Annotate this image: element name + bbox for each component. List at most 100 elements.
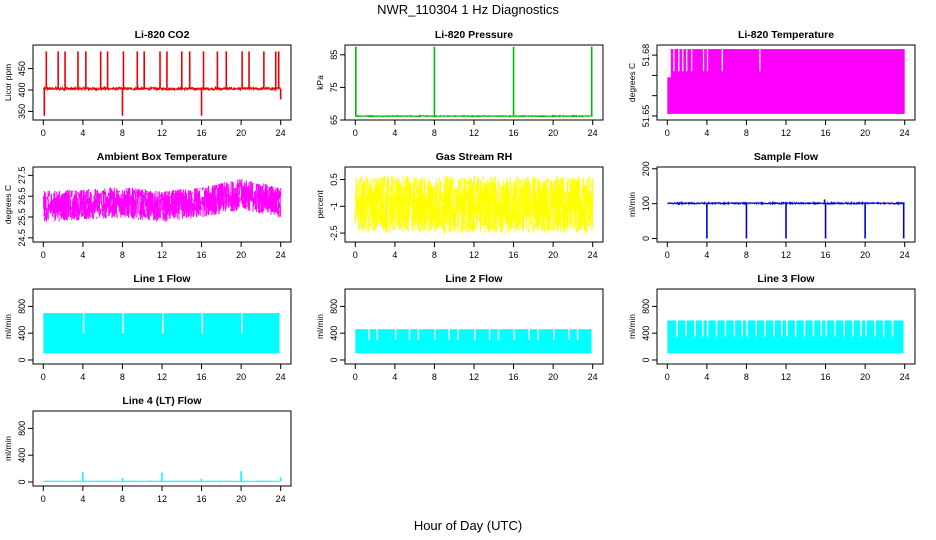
block-gap [825, 319, 828, 337]
block-gap [865, 319, 867, 337]
block-gap [122, 312, 124, 334]
y-tick-label: 800 [641, 299, 651, 314]
x-tick-label: 8 [432, 372, 437, 382]
block-gap [408, 328, 411, 340]
y-tick-label: 800 [17, 299, 27, 314]
panel-title: Line 1 Flow [133, 273, 191, 285]
panel-title: Line 3 Flow [757, 273, 815, 285]
x-tick-label: 12 [157, 128, 167, 138]
x-tick-label: 8 [120, 494, 125, 504]
x-tick-label: 0 [353, 128, 358, 138]
block-gap [874, 319, 876, 337]
x-tick-label: 8 [120, 128, 125, 138]
band-gap [682, 49, 684, 72]
x-tick-label: 24 [276, 372, 286, 382]
x-tick-label: 16 [197, 250, 207, 260]
x-tick-label: 24 [900, 128, 910, 138]
x-tick-label: 8 [744, 372, 749, 382]
y-tick-label: -2.5 [329, 225, 339, 241]
band-gap [721, 49, 723, 72]
x-tick-label: 24 [900, 250, 910, 260]
x-tick-label: 16 [509, 250, 519, 260]
panel-title: Li-820 CO2 [135, 29, 190, 41]
y-tick-label: 75 [329, 82, 339, 92]
y-tick-label: 350 [17, 104, 27, 119]
x-tick-label: 12 [469, 250, 479, 260]
x-tick-label: 8 [432, 128, 437, 138]
x-tick-label: 16 [509, 372, 519, 382]
block-gap [368, 328, 370, 340]
band-gap [702, 49, 705, 72]
panel-3: Ambient Box Temperature degrees C 0 4 8 12 16 2… [3, 151, 292, 260]
y-tick-label: 51.68 [641, 44, 651, 67]
x-tick-label: 24 [276, 494, 286, 504]
block-gap [676, 319, 678, 337]
x-tick-label: 24 [276, 250, 286, 260]
panel-0: Li-820 CO2 Licor ppm 0 4 8 12 16 20 24 350 400 450 [3, 29, 292, 138]
x-tick-label: 20 [236, 250, 246, 260]
y-tick-label: 800 [17, 421, 27, 436]
y-tick-label: 100 [641, 196, 651, 211]
y-tick-label: 200 [641, 161, 651, 176]
x-tick-label: 20 [548, 372, 558, 382]
band-gap [678, 49, 680, 72]
x-tick-label: 20 [236, 494, 246, 504]
y-axis-label: ml/min [3, 436, 13, 461]
block-gap [701, 319, 704, 337]
y-tick-label: 27.5 [17, 167, 27, 185]
x-tick-label: 16 [509, 128, 519, 138]
x-tick-label: 20 [548, 128, 558, 138]
x-tick-label: 4 [704, 128, 709, 138]
block-gap [773, 319, 775, 337]
x-tick-label: 0 [41, 372, 46, 382]
block-gap [162, 312, 164, 334]
x-tick-label: 0 [353, 250, 358, 260]
y-tick-label: 0 [329, 357, 339, 362]
block-gap [820, 319, 823, 337]
y-tick-label: -1 [329, 202, 339, 210]
y-tick-label: 0 [641, 236, 651, 241]
x-tick-label: 16 [821, 250, 831, 260]
block-fill [355, 329, 591, 354]
plot-frame [32, 44, 292, 121]
y-axis-label: degrees C [3, 185, 13, 224]
panel-title: Line 4 (LT) Flow [122, 395, 202, 407]
panel-title: Gas Stream RH [436, 151, 512, 163]
block-gap [755, 319, 757, 337]
y-tick-label: 450 [17, 61, 27, 76]
x-tick-label: 0 [41, 250, 46, 260]
series-red [42, 51, 282, 116]
panel-8: Line 3 Flow ml/min 0 4 8 12 16 20 24 0 400 800 [627, 273, 916, 382]
block-gap [834, 319, 836, 337]
y-tick-label: 65 [329, 115, 339, 125]
y-tick-label: 400 [329, 326, 339, 341]
series-cyan [43, 312, 280, 354]
x-tick-label: 8 [744, 128, 749, 138]
block-gap [741, 319, 743, 337]
block-gap [576, 328, 579, 340]
y-axis-label: ml/min [627, 192, 637, 217]
block-gap [528, 328, 530, 340]
band-gap [706, 49, 709, 72]
y-tick-label: 400 [641, 326, 651, 341]
series-line [355, 114, 594, 118]
series-cyan [355, 328, 592, 354]
block-gap [417, 328, 420, 340]
x-tick-label: 16 [197, 494, 207, 504]
block-gap [553, 328, 555, 340]
block-gap [724, 319, 727, 337]
y-axis-label: percent [315, 190, 325, 219]
panel-title: Li-820 Temperature [738, 29, 834, 41]
band-gap [667, 49, 671, 78]
panel-title: Li-820 Pressure [435, 29, 513, 41]
series-magenta [667, 49, 905, 114]
y-tick-label: 51.65 [641, 105, 651, 128]
x-tick-label: 12 [157, 494, 167, 504]
x-tick-label: 12 [469, 372, 479, 382]
block-gap [843, 319, 845, 337]
series-cyan [667, 319, 904, 354]
panel-title: Line 2 Flow [445, 273, 503, 285]
x-tick-label: 12 [469, 128, 479, 138]
block-gap [746, 319, 748, 337]
